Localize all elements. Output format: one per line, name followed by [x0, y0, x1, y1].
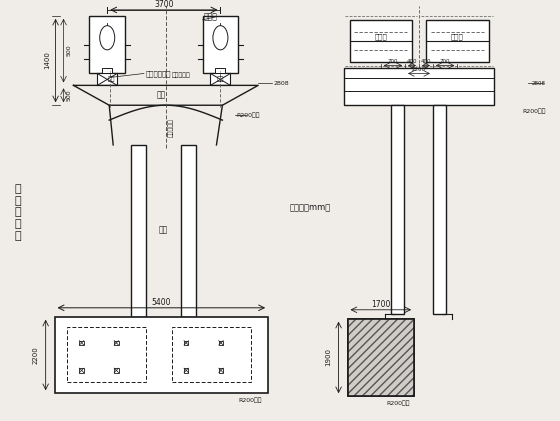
Bar [216, 69, 225, 73]
Bar [114, 368, 119, 373]
Bar [131, 145, 146, 317]
Text: R200圆角: R200圆角 [239, 397, 262, 403]
Text: 400: 400 [421, 59, 431, 64]
Text: 支座中心线: 支座中心线 [171, 73, 190, 78]
Bar [203, 16, 239, 73]
Bar [348, 319, 414, 396]
Text: 700: 700 [440, 59, 450, 64]
Bar [219, 368, 223, 373]
Text: 2200: 2200 [412, 67, 426, 72]
Text: 墩柱: 墩柱 [158, 226, 168, 235]
Text: 500: 500 [67, 90, 72, 101]
Bar [349, 20, 412, 61]
Bar [181, 145, 195, 317]
Text: 轨道架: 轨道架 [375, 33, 387, 40]
Text: 轨道架: 轨道架 [451, 33, 464, 40]
Bar [184, 341, 189, 345]
Bar [219, 341, 223, 345]
Text: 2808: 2808 [532, 81, 546, 86]
Text: 1400: 1400 [45, 52, 50, 69]
Bar [97, 73, 117, 85]
Text: R200圆角: R200圆角 [386, 400, 410, 406]
Bar [184, 368, 189, 373]
Bar [80, 368, 84, 373]
Bar [172, 328, 251, 383]
Text: 1700: 1700 [371, 300, 390, 309]
Text: 400: 400 [407, 59, 417, 64]
Text: R200圆角: R200圆角 [522, 108, 546, 114]
Text: 盖架: 盖架 [156, 91, 165, 100]
Bar [90, 16, 125, 73]
Text: （单位：mm）: （单位：mm） [289, 203, 330, 212]
Text: 500: 500 [67, 45, 72, 56]
Bar [80, 341, 84, 345]
Text: 1900: 1900 [326, 349, 332, 366]
Bar [391, 105, 404, 314]
Bar [348, 319, 414, 396]
Text: 桥
东
布
置
图: 桥 东 布 置 图 [15, 184, 21, 241]
Bar [426, 20, 488, 61]
Bar [343, 67, 494, 105]
Bar [67, 328, 146, 383]
Bar [102, 69, 112, 73]
Bar [114, 341, 119, 345]
Text: 轨道架: 轨道架 [203, 12, 217, 21]
Text: 左线: 左线 [108, 77, 115, 82]
Bar [54, 317, 268, 393]
Text: 右线: 右线 [217, 77, 224, 82]
Text: 2200: 2200 [32, 346, 39, 364]
Text: 线路中心线: 线路中心线 [168, 119, 174, 137]
Bar [433, 105, 446, 314]
Bar [348, 319, 414, 396]
Text: 5400: 5400 [152, 298, 171, 307]
Text: 700: 700 [388, 59, 398, 64]
Text: 3700: 3700 [154, 0, 174, 9]
Text: R200圆角: R200圆角 [236, 112, 260, 118]
Text: 2808: 2808 [273, 81, 288, 86]
Bar [211, 73, 230, 85]
Text: 韩钢拉力支座: 韩钢拉力支座 [146, 70, 171, 77]
